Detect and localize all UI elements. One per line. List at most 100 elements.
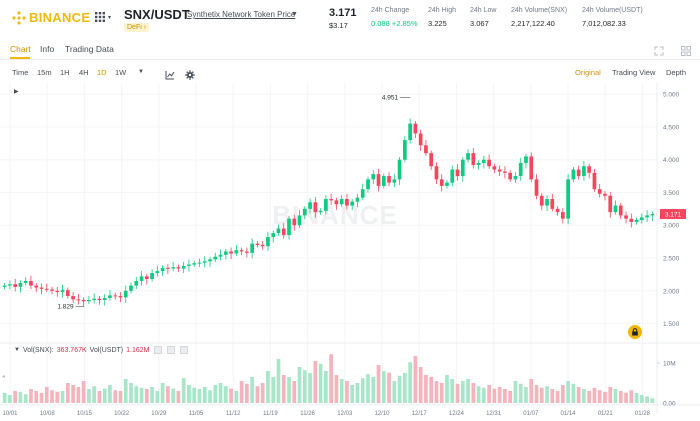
stat-24h-low: 24h Low 3.067 — [470, 7, 496, 28]
volume-settings-toggle[interactable] — [167, 346, 176, 354]
stat-24h-high: 24h High 3.225 — [428, 7, 456, 28]
volume-bar — [645, 396, 649, 403]
volume-bar — [350, 385, 355, 403]
volume-visibility-toggle[interactable] — [154, 346, 163, 354]
x-axis-tick-label: 10/22 — [114, 411, 130, 417]
volume-bar — [13, 391, 18, 403]
interval-15m[interactable]: 15m — [37, 68, 52, 77]
candle-down — [239, 250, 244, 252]
candle-down — [376, 174, 381, 186]
volume-bar — [44, 387, 49, 403]
tab-chart[interactable]: Chart — [10, 44, 31, 54]
binance-logo-icon — [12, 10, 26, 25]
candle-down — [587, 166, 592, 173]
volume-close-toggle[interactable] — [180, 346, 189, 354]
candle-down — [418, 133, 423, 146]
price-chart-area[interactable]: 1.500 2.000 2.500 3.000 3.500 4.000 4.500 5.000… — [0, 83, 700, 421]
candle-up — [181, 265, 186, 269]
candle-down — [503, 171, 507, 173]
candle-up — [350, 201, 355, 206]
candle-down — [529, 156, 534, 180]
chart-watermark: BINANCE — [272, 200, 397, 230]
volume-bar — [281, 375, 286, 403]
defi-tag[interactable]: DeFi › — [124, 23, 150, 32]
candle-down — [534, 179, 539, 196]
last-price-usd: $3.17 — [329, 21, 348, 30]
candle-up — [518, 162, 523, 177]
tab-info[interactable]: Info — [40, 44, 55, 54]
volume-bar — [434, 381, 439, 403]
volume-bar — [360, 378, 365, 403]
candle-up — [450, 169, 455, 183]
scroll-left-caret-icon[interactable]: ◂ — [2, 374, 6, 380]
volume-bar — [366, 374, 370, 403]
fullscreen-button[interactable] — [654, 43, 664, 61]
volume-bar — [624, 392, 628, 403]
indicators-button[interactable] — [165, 67, 175, 85]
last-price: 3.171 — [329, 7, 357, 19]
x-axis-tick-label: 10/15 — [77, 411, 93, 417]
candlestick-chart[interactable]: 1.500 2.000 2.500 3.000 3.500 4.000 4.500 5.000… — [0, 83, 700, 421]
volume-bar — [218, 383, 223, 403]
last-price-tag-label: 3.171 — [665, 212, 682, 219]
collapse-legend-caret-icon[interactable]: ▶ — [14, 89, 19, 95]
interval-time[interactable]: Time — [12, 68, 29, 77]
volume-bar — [318, 363, 323, 403]
pair-symbol: SNX/USDT — [124, 7, 190, 22]
interval-1d[interactable]: 1D — [97, 68, 107, 77]
volume-bar — [482, 387, 486, 403]
stat-24h-volume-snx: 24h Volume(SNX) 2,217,122.40 — [511, 7, 567, 28]
candle-up — [403, 140, 407, 160]
view-depth[interactable]: Depth — [666, 68, 687, 77]
stat-label: 24h Change — [371, 7, 410, 14]
settings-button[interactable] — [185, 67, 195, 85]
volume-bar — [155, 391, 160, 403]
view-original[interactable]: Original — [575, 68, 601, 77]
layout-button[interactable] — [681, 43, 691, 61]
candle-up — [445, 182, 449, 186]
lock-icon — [632, 328, 638, 336]
y-axis-tick-label: 3.000 — [663, 223, 680, 230]
volume-bar — [355, 383, 360, 403]
candle-down — [329, 199, 333, 201]
candle-up — [23, 280, 28, 283]
volume-bar — [371, 377, 376, 403]
candle-up — [324, 199, 328, 211]
candle-down — [471, 153, 476, 165]
candle-down — [144, 276, 149, 280]
interval-1w[interactable]: 1W — [115, 68, 127, 77]
candle-up — [392, 179, 397, 183]
volume-bar — [629, 390, 634, 403]
x-axis-tick-label: 11/26 — [300, 411, 315, 417]
candle-up — [213, 256, 218, 260]
volume-bar — [492, 388, 497, 403]
pair-select-caret-icon[interactable]: ▼ — [291, 11, 298, 18]
interval-1h[interactable]: 1H — [60, 68, 70, 77]
candle-up — [476, 162, 481, 165]
view-trading-view[interactable]: Trading View — [612, 68, 656, 77]
more-intervals-caret-icon[interactable]: ▼ — [138, 69, 144, 75]
x-axis-tick-label: 10/01 — [2, 411, 18, 417]
volume-bar — [50, 390, 54, 403]
candle-down — [387, 176, 391, 183]
volume-bar — [313, 361, 318, 403]
volume-legend-caret-icon[interactable]: ▼ — [14, 347, 20, 353]
candle-up — [218, 254, 223, 257]
volume-bar — [424, 375, 428, 403]
volume-bar — [471, 383, 476, 403]
pair-full-name-link[interactable]: Synthetix Network Token Price — [187, 10, 296, 19]
candle-up — [208, 259, 212, 262]
lock-scale-button[interactable] — [628, 325, 642, 339]
candle-down — [281, 228, 286, 236]
volume-bar — [460, 381, 465, 403]
binance-logo[interactable]: BINANCE — [12, 10, 90, 25]
candle-down — [345, 199, 349, 206]
interval-4h[interactable]: 4H — [79, 68, 89, 77]
tab-trading-data[interactable]: Trading Data — [65, 44, 114, 54]
apps-menu-button[interactable]: ▾ — [95, 12, 111, 22]
volume-bar — [476, 386, 481, 403]
candle-down — [429, 153, 434, 167]
candle-up — [192, 263, 197, 265]
candle-down — [439, 179, 444, 186]
candle-up — [271, 233, 276, 238]
